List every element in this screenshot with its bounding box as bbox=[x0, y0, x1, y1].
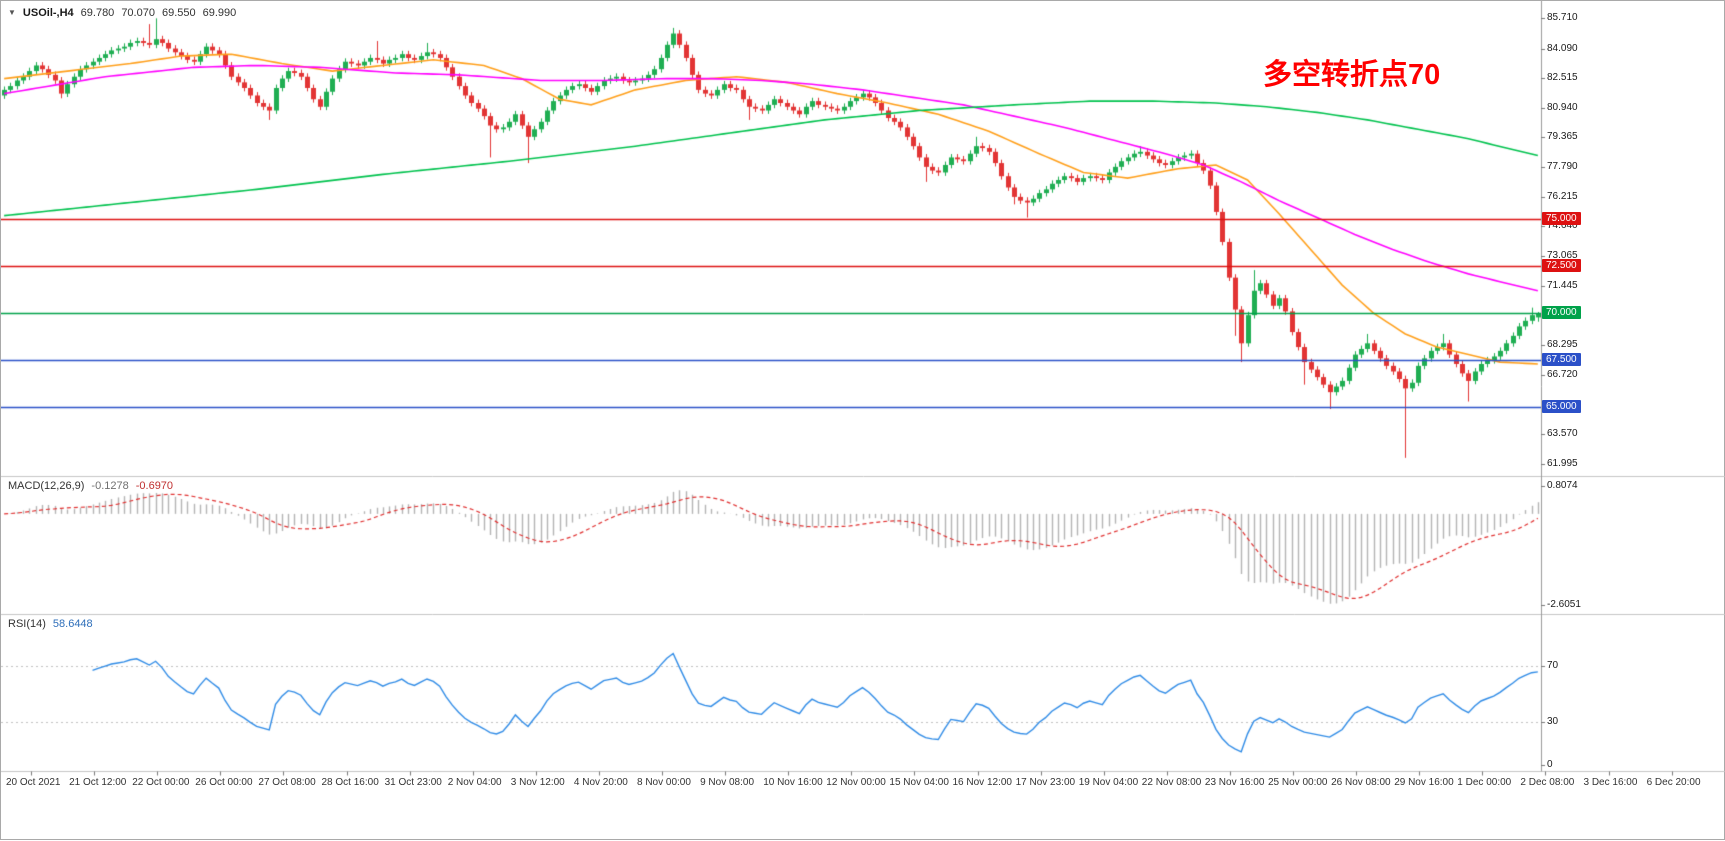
rsi-axis-label: 0 bbox=[1547, 759, 1553, 770]
time-axis-label: 17 Nov 23:00 bbox=[1015, 777, 1076, 788]
time-axis-label: 27 Oct 08:00 bbox=[258, 777, 316, 788]
price-axis-label: 73.065 bbox=[1547, 249, 1578, 261]
time-axis-label: 4 Nov 20:00 bbox=[573, 777, 628, 788]
collapse-triangle-icon[interactable]: ▼ bbox=[8, 8, 16, 17]
time-axis-label: 23 Nov 16:00 bbox=[1204, 777, 1265, 788]
rsi-header: RSI(14) 58.6448 bbox=[8, 618, 93, 630]
symbol-timeframe-label: USOil-,H4 bbox=[22, 7, 74, 19]
annotation-text: 多空转折点70 bbox=[1263, 59, 1441, 91]
rsi-axis-label: 70 bbox=[1547, 659, 1559, 671]
time-axis-label: 3 Nov 12:00 bbox=[510, 777, 565, 788]
price-axis-label: 84.090 bbox=[1547, 42, 1578, 54]
time-axis-label: 9 Nov 08:00 bbox=[700, 777, 755, 788]
time-axis-label: 20 Oct 2021 bbox=[6, 777, 61, 788]
price-level-tag: 65.000 bbox=[1542, 400, 1581, 414]
price-axis-label: 61.995 bbox=[1547, 457, 1578, 469]
price-axis-label: 80.940 bbox=[1547, 101, 1578, 113]
price-level-tag: 72.500 bbox=[1542, 259, 1581, 273]
time-axis-label: 29 Nov 16:00 bbox=[1394, 777, 1454, 788]
time-axis-label: 2 Nov 04:00 bbox=[447, 777, 502, 788]
price-axis-label: 68.295 bbox=[1547, 339, 1578, 351]
ohlc-high: 70.070 bbox=[121, 7, 155, 19]
time-axis-label: 2 Dec 08:00 bbox=[1520, 777, 1575, 788]
price-axis-label: 63.570 bbox=[1547, 428, 1578, 439]
rsi-axis-label: 30 bbox=[1547, 716, 1559, 728]
rsi-value: 58.6448 bbox=[52, 618, 93, 630]
macd-axis-label: -2.6051 bbox=[1547, 599, 1581, 611]
price-axis-label: 77.790 bbox=[1547, 161, 1578, 173]
price-level-tag: 75.000 bbox=[1542, 212, 1581, 226]
time-axis-label: 21 Oct 12:00 bbox=[69, 777, 127, 788]
price-axis-label: 76.215 bbox=[1547, 190, 1578, 202]
macd-main-value: -0.1278 bbox=[91, 480, 129, 492]
macd-label: MACD(12,26,9) bbox=[8, 480, 85, 492]
ohlc-low: 69.550 bbox=[161, 7, 196, 19]
time-axis-label: 12 Nov 00:00 bbox=[826, 777, 886, 788]
ohlc-open: 69.780 bbox=[80, 7, 115, 19]
time-axis-label: 31 Oct 23:00 bbox=[384, 777, 442, 788]
chart-symbol-header: ▼ USOil-,H4 69.780 70.070 69.550 69.990 bbox=[8, 7, 236, 19]
macd-axis-label: 0.8074 bbox=[1547, 479, 1578, 491]
price-axis-label: 74.640 bbox=[1547, 220, 1578, 232]
time-axis-label: 16 Nov 12:00 bbox=[952, 777, 1013, 788]
time-axis-label: 22 Nov 08:00 bbox=[1141, 777, 1202, 788]
time-axis-label: 15 Nov 04:00 bbox=[889, 777, 949, 788]
macd-signal-value: -0.6970 bbox=[135, 480, 174, 492]
time-axis-label: 22 Oct 00:00 bbox=[132, 777, 190, 788]
time-axis-label: 10 Nov 16:00 bbox=[763, 777, 823, 788]
time-axis-label: 1 Dec 00:00 bbox=[1457, 777, 1512, 788]
ohlc-close: 69.990 bbox=[202, 7, 237, 19]
price-level-tag: 70.000 bbox=[1542, 306, 1581, 320]
time-axis-label: 8 Nov 00:00 bbox=[637, 777, 691, 788]
time-axis-label: 19 Nov 04:00 bbox=[1078, 777, 1139, 788]
price-axis-label: 82.515 bbox=[1547, 72, 1578, 84]
time-axis-label: 28 Oct 16:00 bbox=[321, 777, 379, 788]
time-axis-label: 25 Nov 00:00 bbox=[1268, 777, 1328, 788]
price-axis-label: 79.365 bbox=[1547, 131, 1578, 143]
price-level-tag: 67.500 bbox=[1542, 353, 1581, 367]
price-axis-label: 85.710 bbox=[1547, 12, 1578, 24]
price-axis-label: 66.720 bbox=[1547, 368, 1578, 380]
time-axis-label: 3 Dec 16:00 bbox=[1583, 777, 1638, 788]
time-axis-label: 6 Dec 20:00 bbox=[1646, 777, 1701, 788]
price-axis-label: 71.445 bbox=[1547, 280, 1578, 292]
rsi-label: RSI(14) bbox=[8, 618, 46, 630]
time-axis-label: 26 Oct 00:00 bbox=[195, 777, 253, 788]
macd-header: MACD(12,26,9) -0.1278 -0.6970 bbox=[8, 480, 173, 492]
time-axis-label: 26 Nov 08:00 bbox=[1331, 777, 1391, 788]
